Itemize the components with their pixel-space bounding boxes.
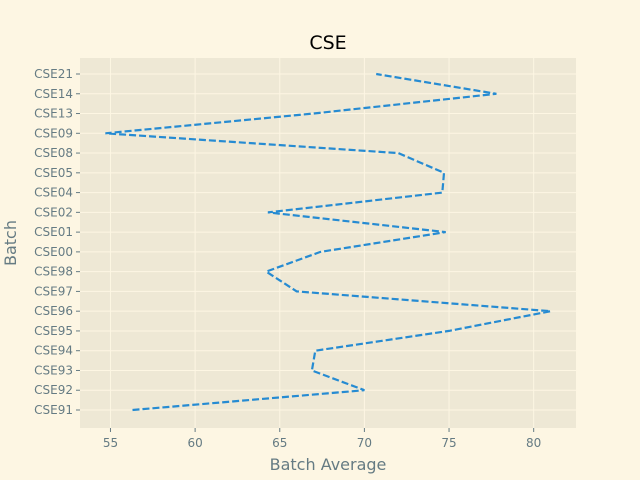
grid-layer — [80, 58, 576, 428]
y-tick-label: CSE00 — [34, 245, 73, 259]
x-tick-label: 65 — [272, 436, 287, 450]
y-tick-label: CSE01 — [34, 225, 73, 239]
y-ticks: CSE91 CSE92 CSE93 CSE94 CSE95 CSE96 CSE97 CSE98… — [34, 67, 80, 417]
y-tick-label: CSE91 — [34, 403, 73, 417]
chart-title: CSE — [309, 32, 346, 54]
x-tick-label: 60 — [187, 436, 202, 450]
y-tick-label: CSE94 — [34, 344, 73, 358]
y-tick-label: CSE96 — [34, 304, 73, 318]
series-layer — [105, 72, 551, 412]
y-tick-label: CSE05 — [34, 166, 73, 180]
y-tick-label: CSE02 — [34, 205, 73, 219]
y-tick-label: CSE04 — [34, 186, 73, 200]
series-line — [105, 72, 551, 412]
y-tick-label: CSE93 — [34, 363, 73, 377]
y-tick-label: CSE98 — [34, 265, 73, 279]
x-ticks: 55 60 65 70 75 80 — [103, 428, 541, 450]
x-axis-label: Batch Average — [270, 455, 387, 474]
x-tick-label: 80 — [526, 436, 541, 450]
y-tick-label: CSE92 — [34, 383, 73, 397]
y-axis-label: Batch — [1, 220, 20, 266]
y-tick-label: CSE14 — [34, 87, 73, 101]
y-tick-label: CSE95 — [34, 324, 73, 338]
plot-area — [80, 58, 576, 428]
y-tick-label: CSE08 — [34, 146, 73, 160]
y-tick-label: CSE09 — [34, 126, 73, 140]
y-tick-label: CSE97 — [34, 284, 73, 298]
y-tick-label: CSE13 — [34, 107, 73, 121]
x-tick-label: 55 — [103, 436, 118, 450]
y-tick-label: CSE21 — [34, 67, 73, 81]
x-tick-label: 70 — [357, 436, 372, 450]
x-tick-label: 75 — [441, 436, 456, 450]
